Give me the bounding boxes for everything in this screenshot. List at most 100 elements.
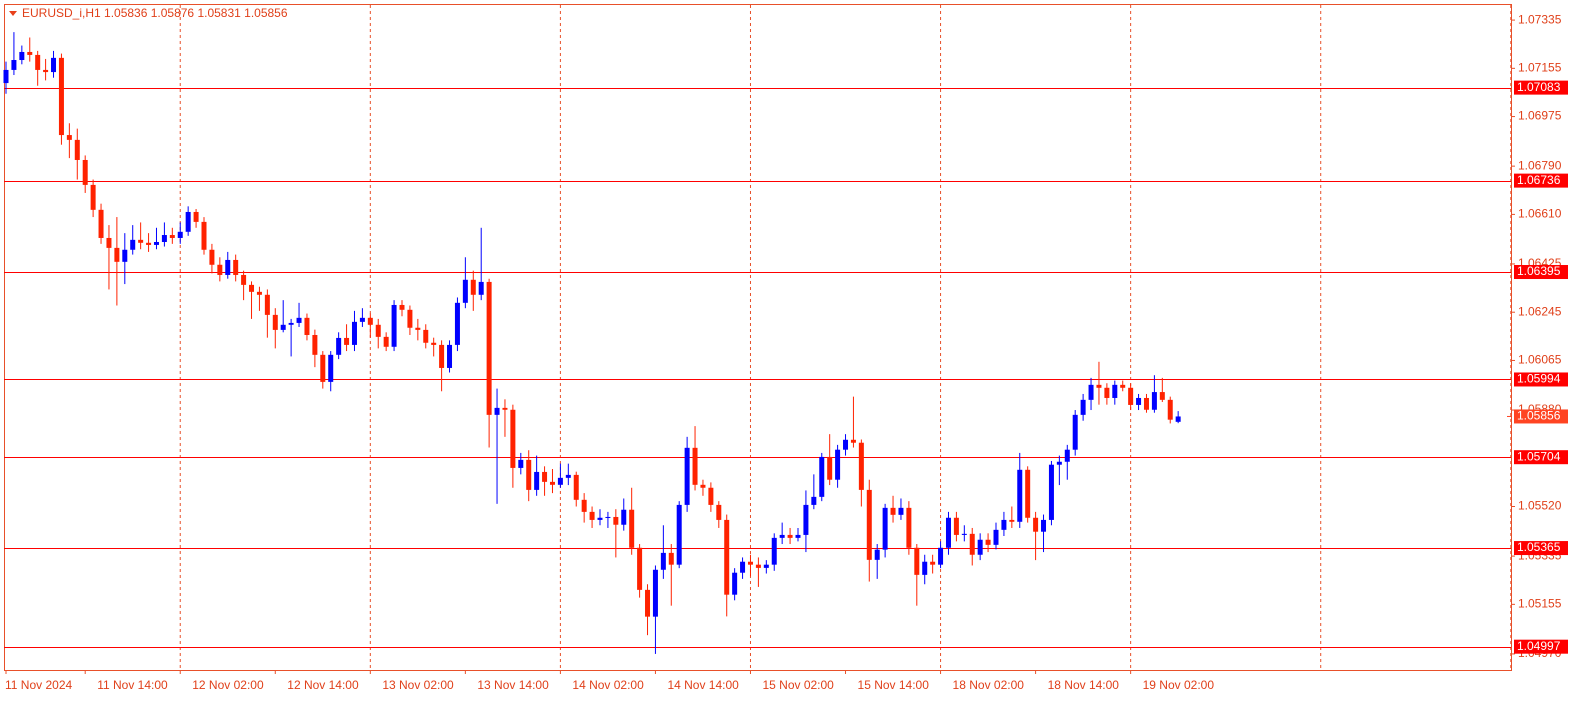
- level-label-box: [1514, 372, 1568, 387]
- candle-body: [312, 334, 318, 355]
- candle-body: [391, 304, 397, 347]
- candle-body: [90, 184, 96, 210]
- candle-body: [138, 239, 144, 243]
- candle-body: [945, 517, 951, 548]
- candle-body: [542, 471, 548, 482]
- candle-body: [645, 589, 651, 617]
- level-label-box: [1514, 450, 1568, 465]
- x-tick-label: 18 Nov 02:00: [953, 678, 1025, 692]
- level-label-box: [1514, 173, 1568, 188]
- candle-body: [462, 279, 468, 303]
- candle-body: [344, 337, 350, 345]
- x-tick-label: 12 Nov 02:00: [192, 678, 264, 692]
- candle-body: [1072, 414, 1078, 450]
- candle-body: [692, 447, 698, 485]
- candle-body: [740, 561, 746, 573]
- current-price-label: 1.05856: [1517, 409, 1561, 423]
- candle-body: [518, 459, 524, 468]
- candle-body: [1033, 517, 1039, 532]
- level-label: 1.07083: [1517, 80, 1561, 94]
- x-tick-label: 19 Nov 02:00: [1143, 678, 1215, 692]
- candle-body: [280, 324, 286, 330]
- y-tick-label: 1.06975: [1518, 109, 1562, 123]
- candle-body: [177, 231, 183, 238]
- candle-body: [351, 321, 357, 345]
- candle-body: [700, 484, 706, 488]
- candle-body: [510, 409, 516, 468]
- candle-body: [779, 534, 785, 538]
- candle-body: [953, 517, 959, 535]
- candle-body: [359, 317, 365, 322]
- candle-body: [534, 471, 540, 490]
- x-tick-label: 11 Nov 14:00: [97, 678, 168, 692]
- candle-body: [201, 221, 207, 250]
- candle-body: [557, 477, 563, 485]
- level-label-box: [1514, 265, 1568, 280]
- y-tick-label: 1.07335: [1518, 12, 1562, 26]
- candle-body: [1056, 461, 1062, 465]
- x-tick-label: 15 Nov 14:00: [858, 678, 930, 692]
- candle-body: [447, 344, 453, 368]
- candle-body: [1143, 397, 1149, 410]
- candle-body: [1088, 384, 1094, 400]
- candle-body: [439, 344, 445, 368]
- candle-body: [304, 317, 310, 335]
- candle-body: [209, 249, 215, 265]
- candle-body: [11, 60, 17, 70]
- candle-body: [19, 51, 25, 61]
- candle-body: [906, 507, 912, 548]
- candle-body: [573, 474, 579, 500]
- candle-body: [629, 509, 635, 548]
- candle-body: [82, 159, 88, 185]
- candle-body: [985, 539, 991, 545]
- x-tick-label: 13 Nov 14:00: [477, 678, 549, 692]
- candle-body: [747, 561, 753, 565]
- candle-body: [146, 242, 152, 245]
- candle-body: [771, 537, 777, 565]
- candle-body: [153, 241, 159, 245]
- candle-body: [3, 69, 9, 84]
- candle-body: [565, 474, 571, 478]
- candle-body: [122, 249, 128, 262]
- candle-body: [652, 569, 658, 617]
- candle-body: [724, 519, 730, 595]
- candle-body: [225, 259, 231, 275]
- candle-body: [320, 354, 326, 382]
- level-label-box: [1514, 80, 1568, 95]
- candle-body: [787, 534, 793, 538]
- candle-body: [676, 504, 682, 565]
- candle-body: [819, 456, 825, 497]
- candle-body: [1104, 387, 1110, 398]
- candle-body: [961, 533, 967, 535]
- candle-body: [27, 51, 33, 55]
- candle-body: [106, 237, 112, 248]
- candle-body: [835, 449, 841, 480]
- x-tick-label: 14 Nov 14:00: [667, 678, 739, 692]
- candle-body: [708, 487, 714, 505]
- candle-body: [494, 407, 500, 415]
- candle-body: [732, 572, 738, 595]
- candle-body: [43, 69, 49, 73]
- plot-border: [4, 4, 1512, 671]
- candle-body: [256, 291, 262, 295]
- candle-body: [684, 447, 690, 505]
- candle-body: [74, 139, 80, 160]
- candle-body: [589, 511, 595, 520]
- candle-body: [454, 302, 460, 345]
- candle-body: [763, 564, 769, 568]
- candle-body: [1096, 384, 1102, 388]
- candle-body: [328, 354, 334, 382]
- y-tick-label: 1.06245: [1518, 304, 1562, 318]
- x-tick-label: 12 Nov 14:00: [287, 678, 359, 692]
- candle-body: [605, 516, 611, 518]
- candle-body: [98, 209, 104, 238]
- candle-body: [1048, 464, 1054, 520]
- candle-body: [217, 264, 223, 275]
- candle-body: [375, 324, 381, 337]
- candle-body: [1151, 392, 1157, 410]
- y-tick-label: 1.06065: [1518, 353, 1562, 367]
- candle-body: [1136, 397, 1142, 405]
- y-tick-label: 1.06790: [1518, 158, 1562, 172]
- x-tick-label: 11 Nov 2024: [5, 678, 72, 692]
